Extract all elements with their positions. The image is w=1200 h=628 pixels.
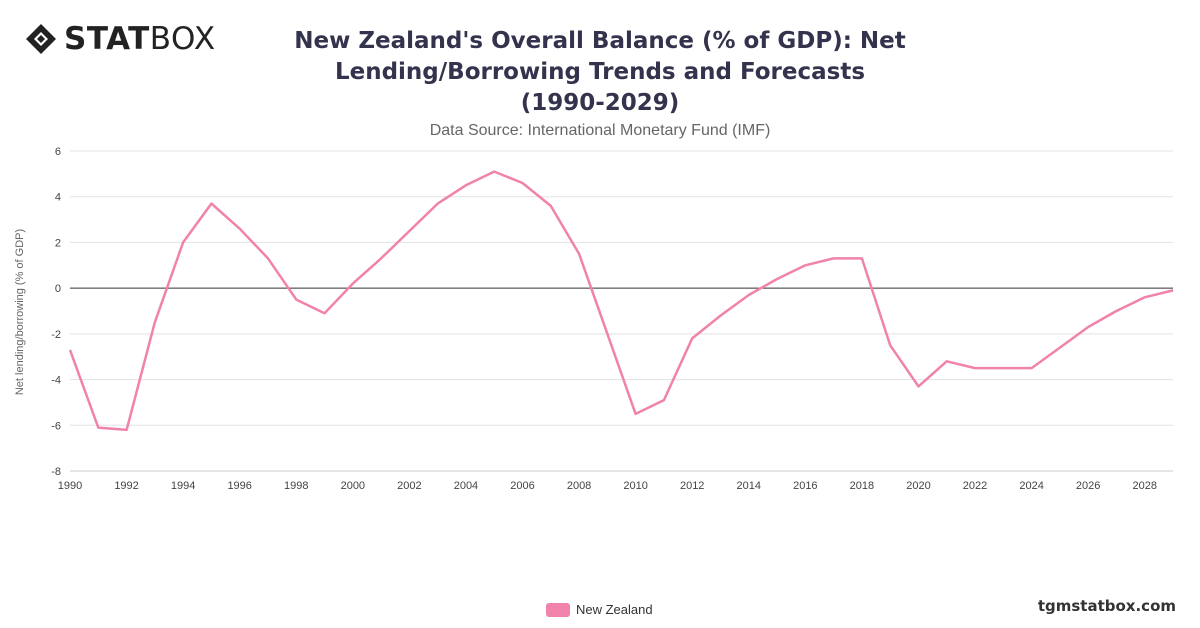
site-credit: tgmstatbox.com [1037,597,1176,615]
grid-lines [70,150,1173,472]
data-point[interactable] [153,320,157,324]
x-tick-label: 2026 [1076,480,1100,492]
y-tick-label: 4 [55,192,61,204]
series-line-new-zealand [68,170,1174,432]
data-point[interactable] [379,256,383,260]
x-tick-label: 2004 [454,480,478,492]
title-line-2: Lending/Borrowing Trends and Forecasts [334,59,866,85]
data-point[interactable] [916,384,920,388]
data-point[interactable] [407,229,411,233]
series-layer [68,170,1175,432]
data-point[interactable] [1001,366,1005,370]
legend-item-new-zealand[interactable]: New Zealand [546,602,653,617]
x-tick-label: 1994 [171,480,195,492]
x-tick-label: 2016 [793,480,817,492]
y-tick-label: 0 [55,283,61,295]
data-point[interactable] [832,256,836,260]
data-point[interactable] [323,311,327,315]
data-point[interactable] [549,204,553,208]
x-tick-label: 1998 [284,480,308,492]
y-tick-label: 2 [55,237,61,249]
data-point[interactable] [209,202,213,206]
data-point[interactable] [634,412,638,416]
data-point[interactable] [888,343,892,347]
data-point[interactable] [718,314,722,318]
data-point[interactable] [860,256,864,260]
x-tick-label: 2012 [680,480,704,492]
data-point[interactable] [1086,325,1090,329]
data-point[interactable] [266,256,270,260]
y-tick-label: -6 [51,420,61,432]
axis-labels: 6 4 2 0 -2 -4 -6 -8 1990 1992 1994 1996 1998 2000 2002… [51,146,1157,492]
x-tick-label: 2028 [1132,480,1156,492]
data-point[interactable] [1058,346,1062,350]
x-tick-label: 2024 [1019,480,1043,492]
y-tick-label: -8 [51,466,61,478]
data-point[interactable] [181,240,185,244]
data-point[interactable] [96,426,100,430]
data-point[interactable] [521,181,525,185]
data-point[interactable] [436,202,440,206]
data-point[interactable] [690,336,694,340]
data-point[interactable] [973,366,977,370]
x-tick-label: 2020 [906,480,930,492]
x-tick-label: 2018 [850,480,874,492]
data-point[interactable] [68,348,72,352]
data-point[interactable] [492,170,496,174]
x-tick-label: 1990 [58,480,82,492]
y-tick-label: -4 [51,375,61,387]
y-axis-label: Net lending/borrowing (% of GDP) [14,229,26,395]
x-tick-label: 2000 [341,480,365,492]
y-tick-label: 6 [55,146,61,158]
x-tick-label: 2006 [510,480,534,492]
legend-label: New Zealand [576,602,653,617]
data-point[interactable] [238,227,242,231]
data-point[interactable] [1114,309,1118,313]
logo-wordmark: STATBOX [64,20,216,57]
statbox-logo: STATBOX [24,22,216,56]
data-point[interactable] [945,359,949,363]
data-point[interactable] [1030,366,1034,370]
x-tick-label: 2008 [567,480,591,492]
x-tick-label: 1996 [227,480,251,492]
data-point[interactable] [125,428,129,432]
data-point[interactable] [577,252,581,256]
diamond-logo-icon [26,24,56,54]
data-point[interactable] [464,183,468,187]
title-line-3: (1990-2029) [520,90,680,116]
x-tick-label: 2010 [623,480,647,492]
data-point[interactable] [803,263,807,267]
x-tick-label: 2022 [963,480,987,492]
y-tick-label: -2 [51,329,61,341]
legend-swatch [546,602,570,617]
data-point[interactable] [662,398,666,402]
data-point[interactable] [605,332,609,336]
x-tick-label: 1992 [114,480,138,492]
data-point[interactable] [1143,295,1147,299]
x-tick-label: 2014 [737,480,761,492]
x-tick-label: 2002 [397,480,421,492]
data-point[interactable] [747,293,751,297]
chart-title: New Zealand's Overall Balance (% of GDP)… [250,26,950,119]
data-point[interactable] [351,282,355,286]
title-line-1: New Zealand's Overall Balance (% of GDP)… [294,28,906,54]
data-point[interactable] [1171,288,1175,292]
data-point[interactable] [294,298,298,302]
data-point[interactable] [775,277,779,281]
chart-subtitle: Data Source: International Monetary Fund… [429,122,771,139]
